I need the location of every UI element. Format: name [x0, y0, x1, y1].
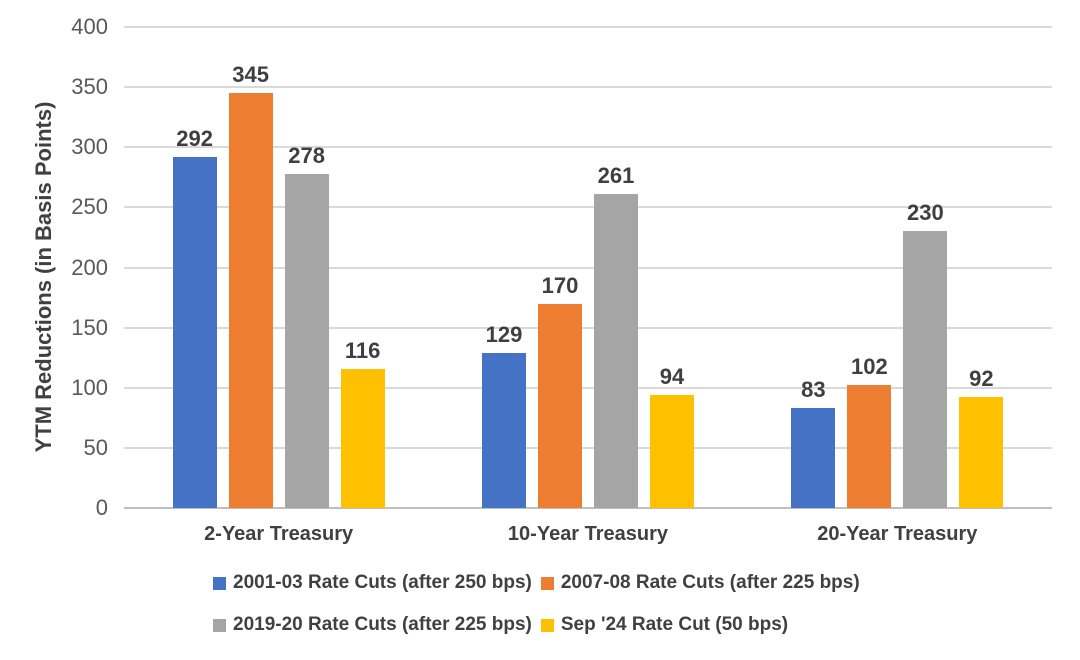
gridline: [124, 26, 1052, 28]
y-tick-label: 100: [71, 374, 108, 400]
gridline: [124, 266, 1052, 269]
bar-value-label: 94: [659, 363, 685, 389]
legend-item: 2001-03 Rate Cuts (after 250 bps): [213, 572, 532, 594]
bar: [228, 93, 273, 508]
bar: [594, 194, 638, 508]
bar: [340, 368, 385, 508]
x-category-label: 2-Year Treasury: [204, 523, 354, 545]
legend-item: Sep '24 Rate Cut (50 bps): [540, 614, 789, 636]
y-tick-label: 50: [83, 434, 108, 460]
legend-item: 2019-20 Rate Cuts (after 225 bps): [213, 614, 532, 636]
bar: [482, 352, 526, 508]
legend-swatch: [540, 576, 554, 590]
bar-value-label: 102: [850, 354, 888, 380]
legend-label: 2019-20 Rate Cuts (after 225 bps): [233, 614, 532, 635]
bar-value-label: 230: [906, 200, 944, 226]
legend-item: 2007-08 Rate Cuts (after 225 bps): [540, 572, 860, 594]
bar: [791, 408, 836, 508]
gridline: [124, 146, 1052, 149]
legend-label: 2001-03 Rate Cuts (after 250 bps): [233, 572, 532, 593]
bar: [172, 156, 217, 508]
y-tick-label: 350: [71, 74, 108, 100]
bar-value-label: 92: [969, 366, 994, 392]
legend-label: 2007-08 Rate Cuts (after 225 bps): [560, 572, 860, 593]
y-tick-label: 400: [71, 14, 108, 39]
bar-value-label: 170: [541, 272, 579, 298]
bar: [959, 397, 1004, 508]
y-tick-label: 300: [71, 134, 108, 160]
gridline: [124, 206, 1052, 209]
y-tick-label: 0: [95, 495, 108, 520]
bar-value-label: 116: [344, 337, 381, 363]
x-axis-line: [124, 507, 1052, 509]
y-tick-label: 150: [71, 314, 108, 340]
y-tick-label: 200: [71, 254, 108, 280]
gridline: [124, 386, 1052, 389]
bar: [538, 303, 582, 508]
x-category-label: 10-Year Treasury: [507, 523, 669, 545]
bar-value-label: 83: [801, 377, 826, 403]
y-tick-label: 250: [71, 194, 108, 220]
bar-value-label: 261: [597, 163, 635, 189]
bar: [847, 385, 892, 508]
gridline: [124, 326, 1052, 329]
bar-value-label: 345: [232, 62, 270, 88]
gridline: [124, 446, 1052, 449]
bar-value-label: 278: [288, 142, 326, 168]
legend-swatch: [213, 576, 226, 590]
legend-label: Sep '24 Rate Cut (50 bps): [560, 614, 789, 635]
gridline: [124, 86, 1052, 89]
bar-value-label: 292: [176, 125, 214, 151]
legend-row: 2001-03 Rate Cuts (after 250 bps) 2007-08…: [213, 572, 860, 594]
bar: [284, 173, 329, 508]
legend-swatch: [540, 618, 554, 632]
x-category-label: 20-Year Treasury: [817, 523, 978, 545]
bar: [903, 231, 948, 508]
bar: [650, 394, 694, 508]
legend-swatch: [213, 618, 226, 632]
legend-row: 2019-20 Rate Cuts (after 225 bps) Sep '24…: [213, 614, 788, 636]
bar-value-label: 129: [485, 321, 523, 347]
